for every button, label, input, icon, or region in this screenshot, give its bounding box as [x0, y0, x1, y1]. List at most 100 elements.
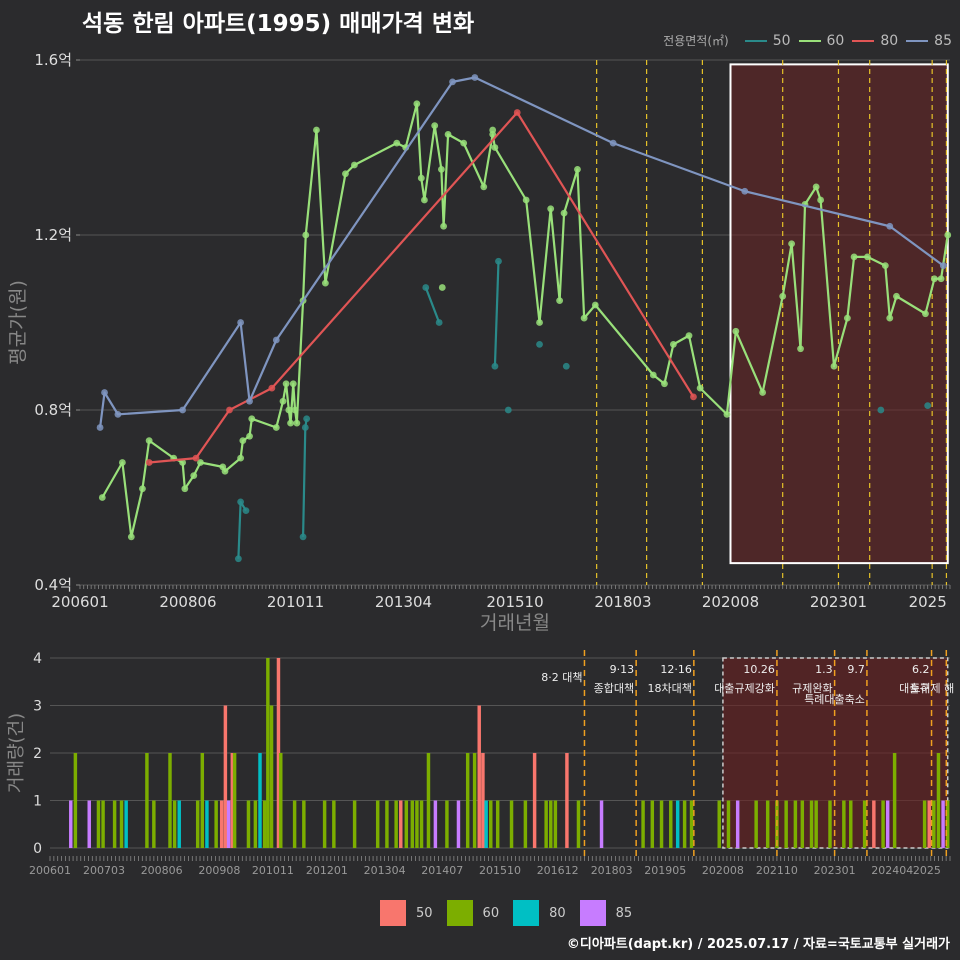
price-x-tick-label: 201803 — [594, 593, 651, 611]
policy-label-date: 6.2 — [912, 663, 930, 676]
volume-bar-60 — [489, 800, 493, 848]
price-point-50 — [299, 533, 307, 541]
volume-x-tick-label: 201905 — [644, 864, 686, 877]
bar-legend-item-50: 50 — [380, 900, 433, 926]
price-point-50 — [504, 406, 512, 414]
volume-y-tick-label: 4 — [33, 651, 42, 667]
price-point-60 — [221, 467, 229, 475]
price-point-60 — [440, 222, 448, 230]
volume-bar-60 — [650, 800, 655, 848]
volume-x-tick-label: 201011 — [252, 864, 294, 877]
volume-bar-60 — [828, 800, 832, 848]
price-point-60 — [237, 454, 245, 462]
price-point-60 — [118, 459, 126, 466]
volume-x-tick-label: 202404 — [871, 864, 913, 877]
volume-y-axis-label: 거래량(건) — [6, 713, 27, 793]
price-point-60 — [788, 240, 796, 248]
volume-bar-80 — [675, 800, 680, 848]
volume-bar-50 — [481, 753, 485, 848]
price-point-60 — [591, 301, 599, 309]
price-point-60 — [881, 262, 889, 270]
price-line-50 — [424, 287, 441, 323]
volume-bar-50 — [219, 800, 224, 848]
volume-bar-60 — [279, 753, 283, 848]
bar-legend: 50 60 80 85 — [380, 900, 646, 926]
bar-legend-label-85: 85 — [615, 905, 633, 921]
volume-bar-60 — [112, 800, 117, 848]
price-y-tick-label: 1.2억 — [34, 226, 72, 244]
price-point-80 — [268, 384, 276, 392]
volume-bar-60 — [922, 800, 927, 848]
volume-bar-60 — [200, 753, 205, 848]
volume-x-tick-label: 201201 — [306, 864, 348, 877]
price-highlight-box — [729, 63, 949, 565]
volume-bar-85 — [433, 800, 438, 848]
volume-bar-80 — [484, 800, 488, 848]
volume-bar-60 — [659, 800, 664, 848]
volume-bar-50 — [276, 658, 281, 848]
volume-bar-50 — [565, 753, 569, 848]
volume-bar-60 — [754, 800, 758, 848]
volume-bar-85 — [69, 800, 73, 848]
price-point-50 — [877, 406, 885, 414]
volume-bar-60 — [96, 800, 101, 848]
price-point-60 — [830, 362, 838, 370]
price-point-60 — [696, 384, 704, 392]
price-point-60 — [246, 432, 253, 440]
price-point-80 — [192, 454, 200, 462]
volume-bar-50 — [927, 800, 931, 848]
volume-bar-60 — [509, 800, 514, 848]
bar-legend-swatch-85 — [579, 900, 606, 926]
volume-bar-60 — [375, 800, 380, 848]
price-point-60 — [293, 419, 301, 427]
price-point-60 — [98, 494, 106, 501]
price-point-85 — [939, 262, 947, 270]
price-x-tick-label: 201510 — [486, 593, 543, 611]
volume-bar-60 — [793, 800, 798, 848]
price-point-50 — [435, 319, 443, 326]
price-point-85 — [114, 410, 122, 418]
price-point-60 — [661, 380, 668, 388]
price-point-50 — [491, 362, 499, 370]
price-point-60 — [437, 165, 445, 173]
policy-label-date: 9.7 — [847, 663, 865, 676]
price-point-60 — [272, 424, 280, 431]
volume-bar-60 — [332, 800, 336, 848]
volume-bar-60 — [445, 800, 449, 848]
price-point-85 — [179, 406, 187, 414]
volume-x-tick-label: 200806 — [141, 864, 183, 877]
policy-label-name: 대출규 — [899, 682, 929, 695]
price-point-60 — [812, 183, 820, 191]
volume-bar-85 — [456, 800, 461, 848]
volume-bar-60 — [669, 800, 673, 848]
price-point-60 — [291, 406, 299, 414]
price-point-60 — [480, 183, 488, 191]
legend-label-80: 80 — [880, 32, 899, 49]
price-point-60 — [944, 231, 952, 239]
volume-x-tick-label: 201510 — [479, 864, 521, 877]
volume-x-tick-label: 200703 — [83, 864, 125, 877]
volume-bar-60 — [269, 705, 274, 848]
volume-bar-60 — [214, 800, 218, 848]
price-point-60 — [930, 275, 938, 283]
price-point-85 — [886, 222, 894, 230]
price-point-60 — [248, 415, 256, 423]
price-point-60 — [302, 231, 310, 239]
price-point-60 — [779, 292, 787, 300]
volume-bar-80 — [124, 800, 128, 848]
price-point-85 — [609, 139, 617, 147]
price-x-axis-label: 거래년월 — [480, 612, 550, 634]
price-point-60 — [850, 253, 858, 261]
volume-y-tick-label: 0 — [33, 841, 42, 857]
price-point-85 — [272, 336, 280, 344]
volume-x-tick-label: 200601 — [29, 864, 71, 877]
volume-bar-60 — [352, 800, 357, 848]
volume-bar-50 — [532, 753, 537, 848]
volume-bar-60 — [302, 800, 306, 848]
price-point-60 — [723, 410, 731, 418]
volume-bar-50 — [230, 753, 235, 848]
policy-label-name: 18차대책 — [647, 682, 691, 695]
price-point-60 — [438, 284, 446, 291]
policy-label-date: 10.26 — [743, 663, 775, 676]
